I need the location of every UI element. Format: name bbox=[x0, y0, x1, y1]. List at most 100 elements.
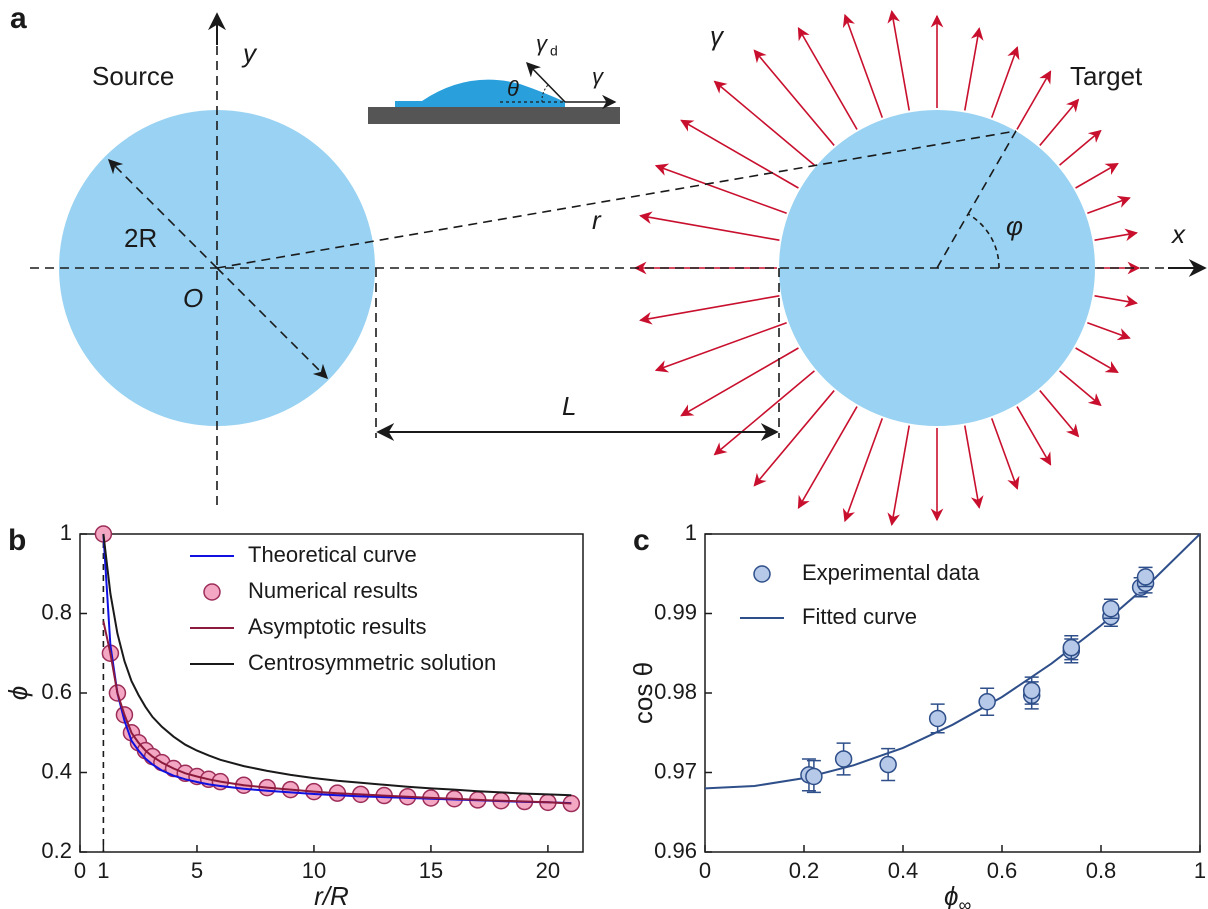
tension-arrow bbox=[1087, 321, 1131, 341]
tension-arrow bbox=[1059, 129, 1102, 166]
distance-label: r bbox=[592, 205, 602, 235]
tension-arrow bbox=[963, 27, 984, 111]
tension-arrow bbox=[963, 425, 984, 509]
droplet bbox=[395, 79, 565, 107]
origin-label: O bbox=[183, 283, 203, 313]
legend-label: Fitted curve bbox=[802, 604, 917, 629]
tension-arrow bbox=[1039, 98, 1080, 146]
theta-arc bbox=[541, 84, 549, 103]
x-label: x bbox=[1170, 219, 1186, 249]
tension-arrow bbox=[887, 425, 911, 526]
legend-label: Theoretical curve bbox=[248, 542, 417, 567]
data-point bbox=[879, 755, 897, 774]
panel-label: a bbox=[10, 2, 27, 35]
y-tick-label: 0.96 bbox=[654, 838, 697, 863]
y-tick-label: 1 bbox=[60, 520, 72, 545]
x-tick-label: 5 bbox=[191, 858, 203, 883]
tension-arrow bbox=[680, 119, 799, 189]
y-tick-label: 0.4 bbox=[41, 758, 72, 783]
tension-arrow bbox=[753, 49, 835, 146]
data-point bbox=[1022, 681, 1041, 700]
panel-label: c bbox=[633, 524, 650, 557]
tension-arrow bbox=[1094, 294, 1138, 308]
panel-label: b bbox=[8, 524, 26, 557]
data-point bbox=[1102, 599, 1120, 618]
tension-arrow bbox=[1094, 228, 1138, 242]
tension-arrow bbox=[713, 80, 815, 166]
tension-arrow bbox=[990, 46, 1020, 118]
y-tick-label: 1 bbox=[685, 520, 697, 545]
radius-label: 2R bbox=[124, 223, 157, 253]
tension-arrow bbox=[887, 10, 911, 111]
series-line bbox=[102, 621, 572, 805]
x-tick-label: 15 bbox=[419, 858, 443, 883]
y-label: y bbox=[241, 38, 258, 68]
tension-arrow bbox=[654, 321, 787, 373]
data-point bbox=[805, 767, 823, 786]
x-tick-label: 0.2 bbox=[789, 858, 820, 883]
y-tick-label: 0.97 bbox=[654, 758, 697, 783]
data-point bbox=[1136, 568, 1155, 586]
x-axis-label-sub: ∞ bbox=[959, 895, 972, 909]
data-point bbox=[834, 750, 853, 768]
x-tick-label: 0 bbox=[74, 858, 86, 883]
y-tick-label: 0.98 bbox=[654, 679, 697, 704]
tension-arrow bbox=[842, 13, 884, 118]
tension-arrow bbox=[1016, 406, 1052, 466]
tension-arrow bbox=[1087, 195, 1131, 215]
tension-arrow bbox=[680, 347, 799, 417]
legend-marker bbox=[753, 565, 771, 583]
gamma-d-sub: d bbox=[550, 43, 558, 59]
angle-ray bbox=[936, 130, 1017, 269]
target-label: Target bbox=[1070, 61, 1143, 91]
tension-arrow bbox=[639, 211, 780, 242]
x-axis-label: r/R bbox=[314, 881, 349, 909]
x-tick-label: 1 bbox=[97, 858, 109, 883]
legend-label: Numerical results bbox=[248, 578, 418, 603]
gamma-label: γ bbox=[710, 21, 725, 51]
radius-arrow bbox=[216, 267, 329, 380]
gamma: γ bbox=[592, 64, 605, 89]
y-axis-label: ϕ bbox=[3, 686, 33, 700]
x-tick-label: 0 bbox=[699, 858, 711, 883]
x-tick-label: 10 bbox=[302, 858, 326, 883]
tension-arrow bbox=[797, 406, 858, 509]
x-tick-label: 20 bbox=[536, 858, 560, 883]
gamma-d: γ bbox=[536, 31, 549, 56]
tension-arrow bbox=[1059, 370, 1102, 407]
chart-c: c 0 0.2 0.4 0.6 0.8 1 0.96 0.97 0.98 0.99 1 ϕ ∞ cos θ E… bbox=[628, 520, 1206, 909]
tension-arrow bbox=[1016, 70, 1052, 130]
tension-arrow bbox=[842, 418, 884, 523]
tension-arrow bbox=[1039, 390, 1080, 438]
tension-arrow bbox=[713, 370, 815, 456]
y-tick-label: 0.6 bbox=[41, 679, 72, 704]
y-tick-label: 0.8 bbox=[41, 599, 72, 624]
x-tick-label: 0.4 bbox=[888, 858, 919, 883]
y-axis-label: cos θ bbox=[628, 662, 658, 724]
panel-a: a Source Target y x 2R O r L φ γ bbox=[10, 2, 1207, 526]
x-tick-label: 0.6 bbox=[987, 858, 1018, 883]
x-axis-label: ϕ bbox=[944, 881, 958, 909]
substrate bbox=[368, 107, 620, 124]
legend-label: Asymptotic results bbox=[248, 614, 427, 639]
tension-arrow bbox=[639, 294, 780, 325]
legend-marker bbox=[203, 583, 221, 601]
radius-arrow bbox=[107, 158, 218, 269]
theta: θ bbox=[507, 76, 519, 101]
data-point bbox=[978, 692, 996, 711]
tension-arrow bbox=[1075, 162, 1119, 189]
gap-label: L bbox=[562, 391, 576, 421]
series-line bbox=[102, 533, 572, 797]
distance-line bbox=[216, 130, 1017, 269]
tension-arrow bbox=[753, 390, 835, 487]
x-tick-label: 0.8 bbox=[1086, 858, 1117, 883]
angle-label: φ bbox=[1006, 211, 1023, 241]
tension-arrow bbox=[990, 418, 1020, 490]
legend-label: Centrosymmetric solution bbox=[248, 650, 496, 675]
y-tick-label: 0.99 bbox=[654, 599, 697, 624]
x-tick-label: 1 bbox=[1194, 858, 1206, 883]
legend-label: Experimental data bbox=[802, 560, 980, 585]
angle-arc bbox=[967, 213, 1000, 269]
